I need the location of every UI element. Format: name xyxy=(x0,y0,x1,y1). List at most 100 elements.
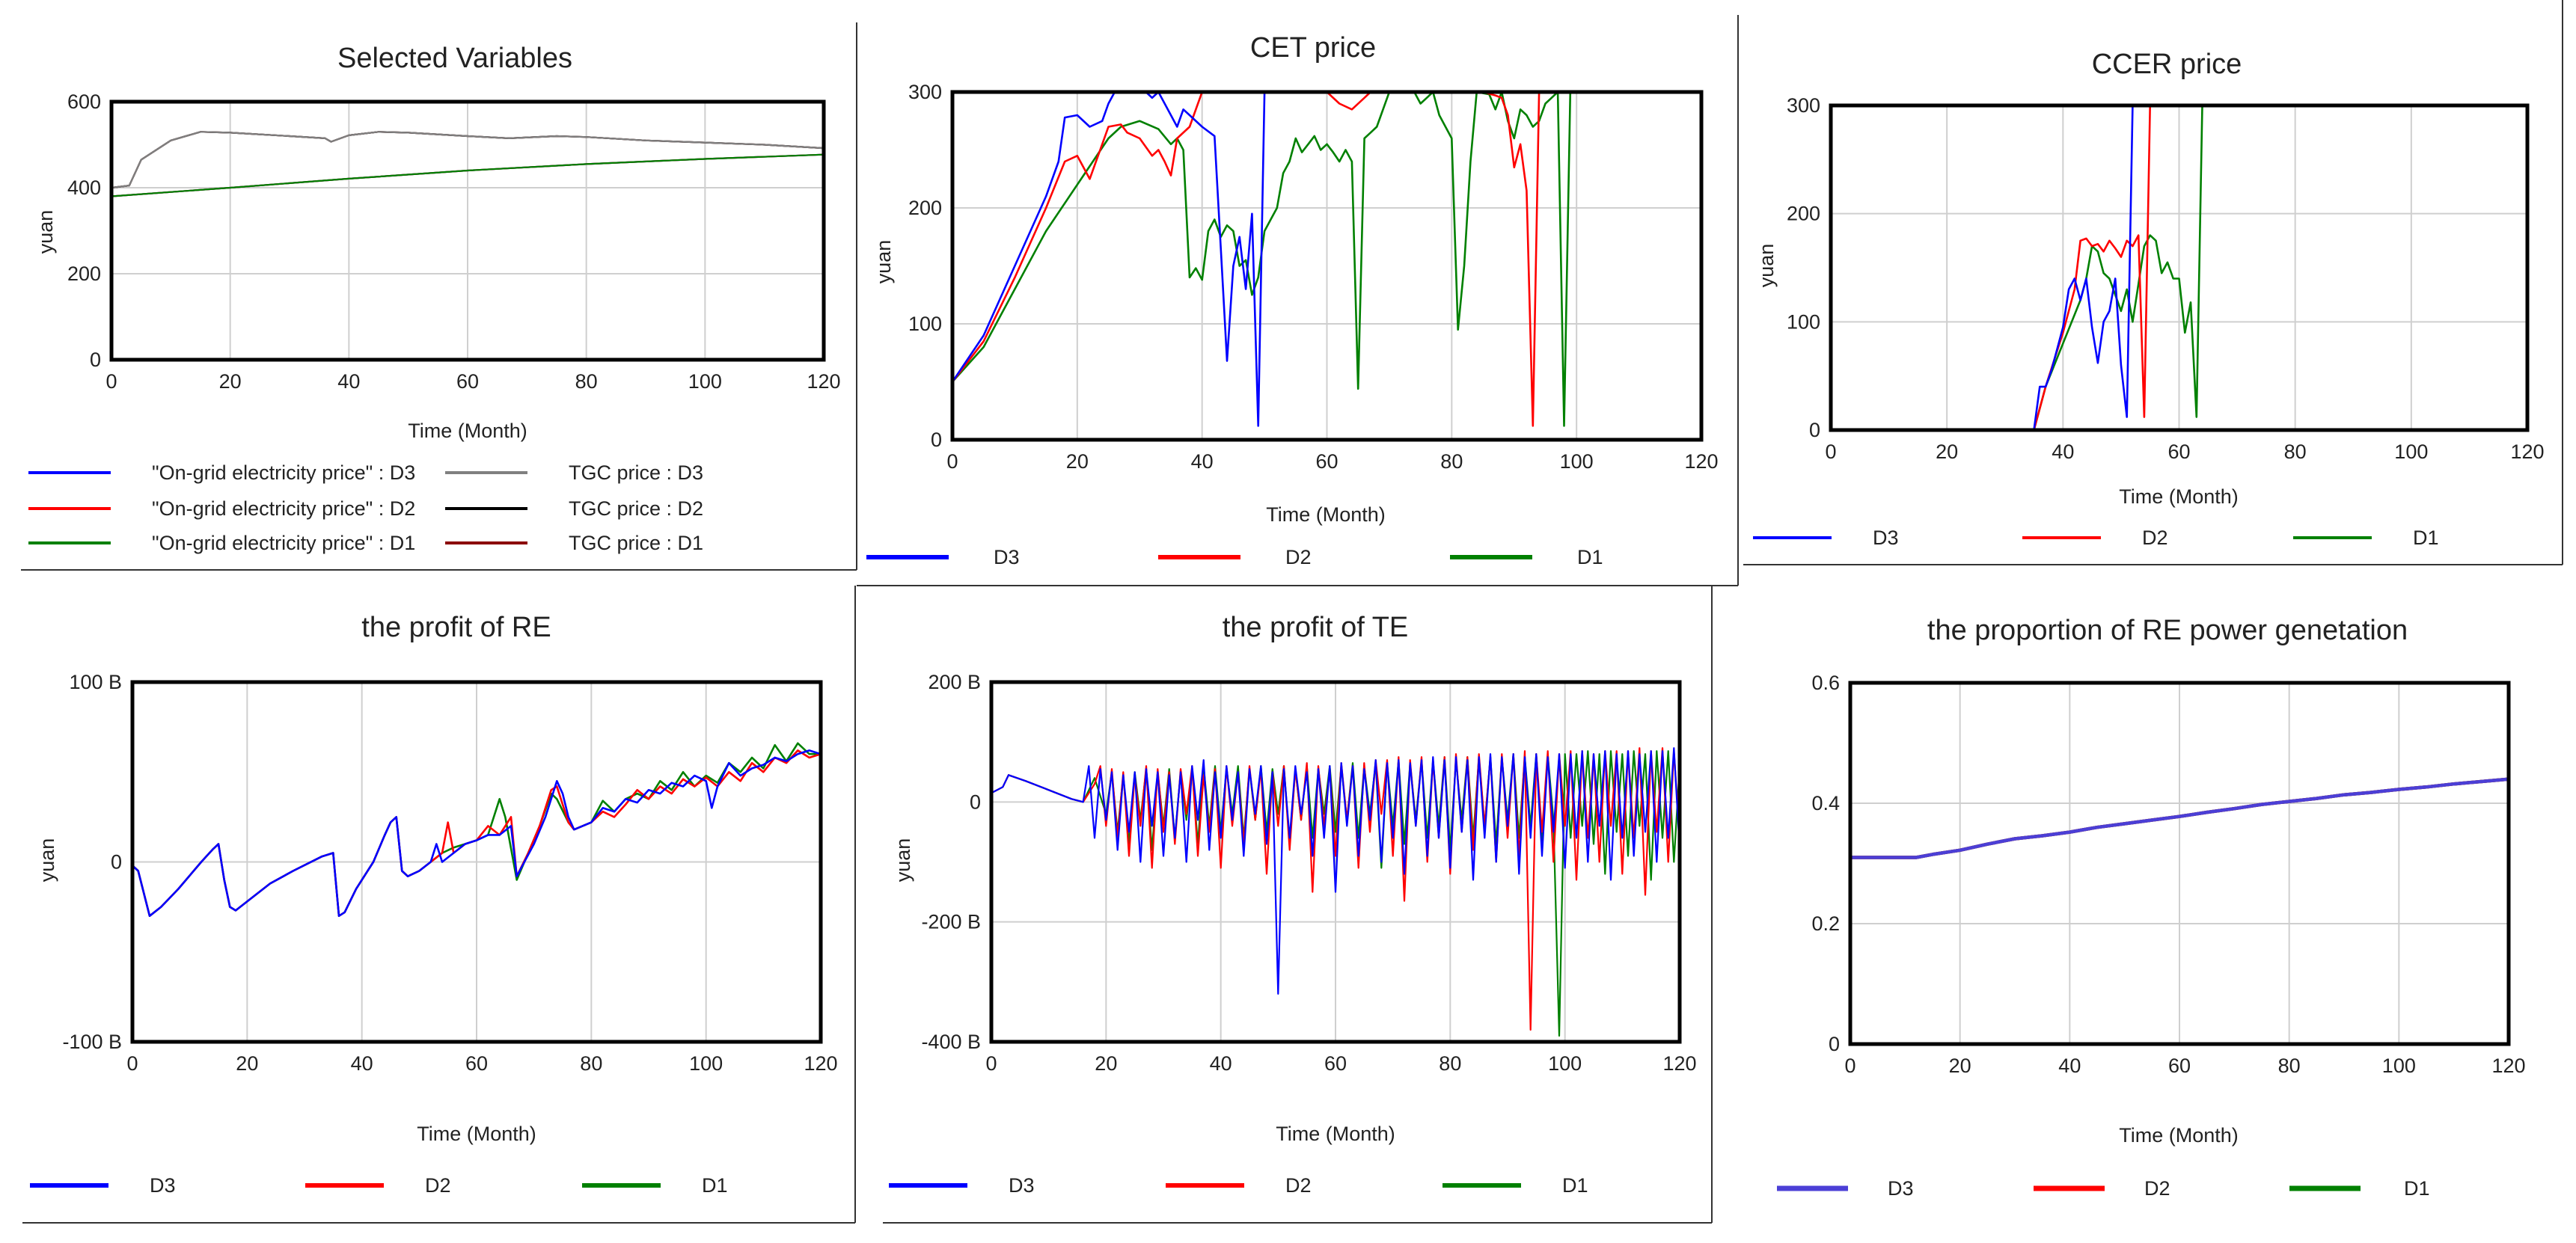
x-tick-label: 0 xyxy=(105,370,117,393)
y-axis-label: yuan xyxy=(872,240,895,284)
x-tick-label: 20 xyxy=(1066,450,1089,473)
legend-label: D1 xyxy=(1577,546,1603,568)
x-tick-label: 120 xyxy=(807,370,840,393)
axis-ticks: 0 20 40 60 80 100 120 0 0.2 0.4 0.6 xyxy=(1811,672,2525,1077)
legend-label: D2 xyxy=(2142,527,2168,549)
series-group xyxy=(111,131,824,197)
series-line-d3 xyxy=(951,90,1701,427)
x-tick-label: 60 xyxy=(465,1052,488,1075)
legend-label: D2 xyxy=(1285,1174,1312,1197)
y-tick-label: 100 B xyxy=(69,671,122,693)
x-tick-label: 80 xyxy=(2278,1055,2301,1077)
x-tick-label: 120 xyxy=(1684,450,1718,473)
axis-ticks: 0 20 40 60 80 100 120 0 200 400 600 xyxy=(67,90,841,393)
x-tick-label: 0 xyxy=(1844,1055,1855,1077)
legend-label: D2 xyxy=(2144,1177,2170,1200)
x-tick-label: 100 xyxy=(689,1052,723,1075)
axis-ticks: 0 20 40 60 80 100 120 0 100 200 300 xyxy=(1787,94,2545,463)
chart-title: the profit of TE xyxy=(1223,612,1409,643)
x-tick-label: 100 xyxy=(2394,441,2428,463)
y-tick-label: 300 xyxy=(908,81,942,103)
chart-title: Selected Variables xyxy=(337,43,572,74)
x-tick-label: 80 xyxy=(1440,450,1463,473)
x-tick-label: 40 xyxy=(1191,450,1214,473)
legend: D3 D2 D1 xyxy=(866,546,1603,568)
legend: "On-grid electricity price" : D3 "On-gri… xyxy=(28,461,703,554)
grid xyxy=(1831,105,2527,430)
grid xyxy=(1850,683,2509,1044)
x-tick-label: 40 xyxy=(337,370,360,393)
x-tick-label: 0 xyxy=(946,450,958,473)
chart-title: CET price xyxy=(1250,32,1376,64)
legend-label: D1 xyxy=(2413,527,2439,549)
x-axis-label: Time (Month) xyxy=(408,420,527,442)
legend-label: "On-grid electricity price" : D3 xyxy=(152,461,415,484)
y-tick-label: 100 xyxy=(908,313,942,335)
series-line-on-grid-electricity-price-d1 xyxy=(111,153,824,197)
x-tick-label: 20 xyxy=(1095,1052,1117,1075)
y-tick-label: 600 xyxy=(67,90,101,113)
series-group xyxy=(951,90,1701,427)
chart-title: the profit of RE xyxy=(361,612,551,643)
legend-label: D2 xyxy=(425,1174,451,1197)
y-tick-label: 200 B xyxy=(928,671,981,693)
x-tick-label: 0 xyxy=(126,1052,138,1075)
series-line-d2 xyxy=(1831,104,2527,432)
y-tick-label: 0.2 xyxy=(1811,912,1840,935)
x-axis-label: Time (Month) xyxy=(2119,485,2239,508)
y-tick-label: -400 B xyxy=(921,1031,981,1053)
y-tick-label: 400 xyxy=(67,177,101,199)
legend-label: D3 xyxy=(1873,527,1899,549)
y-tick-label: 0 xyxy=(1829,1033,1840,1055)
x-tick-label: 80 xyxy=(580,1052,602,1075)
y-axis-label: yuan xyxy=(1755,244,1778,288)
x-tick-label: 80 xyxy=(1439,1052,1461,1075)
x-tick-label: 20 xyxy=(1949,1055,1971,1077)
x-tick-label: 120 xyxy=(1662,1052,1696,1075)
legend-label: D2 xyxy=(1285,546,1312,568)
x-tick-label: 120 xyxy=(2491,1055,2525,1077)
x-tick-label: 120 xyxy=(804,1052,837,1075)
y-tick-label: 100 xyxy=(1787,310,1820,333)
x-tick-label: 120 xyxy=(2510,441,2544,463)
plot-area xyxy=(989,680,1682,1044)
series-line-d2 xyxy=(951,90,1701,427)
x-tick-label: 40 xyxy=(2058,1055,2081,1077)
series-line-d3 xyxy=(1831,104,2527,432)
series-line-d3 xyxy=(991,747,1681,995)
series-group xyxy=(991,747,1681,1037)
legend: D3 D2 D1 xyxy=(1777,1177,2430,1200)
y-tick-label: 0 xyxy=(931,429,942,451)
y-tick-label: 200 xyxy=(1787,203,1820,225)
plot-area xyxy=(1848,681,2511,1046)
legend: D3 D2 D1 xyxy=(889,1174,1588,1197)
y-axis-label: yuan xyxy=(892,838,914,883)
series-line-d1 xyxy=(952,90,1701,427)
y-axis-label: yuan xyxy=(34,210,57,254)
legend-label: "On-grid electricity price" : D2 xyxy=(152,497,415,520)
chart-title: CCER price xyxy=(2092,49,2242,80)
x-tick-label: 40 xyxy=(1210,1052,1232,1075)
plot-area xyxy=(950,90,1704,442)
legend: D3 D2 D1 xyxy=(30,1174,728,1197)
axis-ticks: 0 20 40 60 80 100 120 -400 B -200 B 0 200 B xyxy=(921,671,1696,1075)
x-tick-label: 100 xyxy=(688,370,722,393)
y-tick-label: 0 xyxy=(1809,419,1820,441)
y-tick-label: 0.6 xyxy=(1811,672,1840,694)
x-tick-label: 20 xyxy=(219,370,242,393)
x-tick-label: 100 xyxy=(2382,1055,2416,1077)
x-axis-label: Time (Month) xyxy=(1276,1123,1395,1145)
y-tick-label: 200 xyxy=(67,263,101,285)
panel-frames xyxy=(21,0,2563,1224)
x-tick-label: 60 xyxy=(1315,450,1338,473)
plot-area xyxy=(130,680,823,1044)
y-tick-label: 0 xyxy=(90,349,101,371)
y-tick-label: 0.4 xyxy=(1811,792,1840,814)
x-tick-label: 60 xyxy=(2167,441,2190,463)
chart-profit-re: the profit of RE 0 20 40 60 80 100 120-100 B01… xyxy=(30,612,838,1197)
legend-label: D3 xyxy=(150,1174,176,1197)
series-line-tgc-price-d3 xyxy=(111,131,824,189)
x-tick-label: 60 xyxy=(1324,1052,1347,1075)
y-axis-label: yuan xyxy=(36,838,58,883)
legend-label: TGC price : D1 xyxy=(569,532,703,554)
